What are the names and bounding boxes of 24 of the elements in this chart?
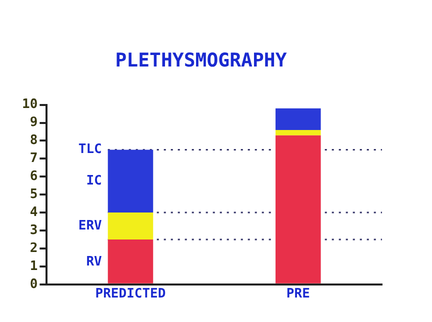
y-tick-label: 2 — [30, 240, 38, 256]
ref-line-label: TLC — [78, 142, 102, 158]
bar — [108, 240, 154, 284]
y-tick-label: 1 — [30, 258, 38, 274]
bar — [108, 150, 154, 213]
bar — [276, 135, 321, 284]
y-tick-label: 10 — [22, 97, 38, 112]
y-tick-label: 6 — [30, 169, 38, 184]
y-tick-label: 9 — [30, 115, 38, 130]
series-label: IC — [86, 174, 102, 189]
y-tick-label: 5 — [30, 186, 38, 202]
x-tick-label: PRE — [286, 286, 310, 302]
bar — [108, 212, 154, 240]
y-tick-label: 8 — [30, 133, 38, 148]
bar — [276, 108, 321, 130]
y-tick-label: 3 — [30, 222, 38, 238]
series-label: ERV — [78, 218, 102, 234]
x-tick-label: PREDICTED — [95, 286, 166, 302]
y-tick-label: 0 — [30, 276, 38, 292]
series-label: RV — [86, 254, 102, 270]
bar — [276, 130, 321, 136]
y-tick-label: 7 — [30, 151, 38, 166]
chart-title: PLETHYSMOGRAPHY — [115, 49, 288, 72]
y-tick-label: 4 — [30, 204, 38, 220]
